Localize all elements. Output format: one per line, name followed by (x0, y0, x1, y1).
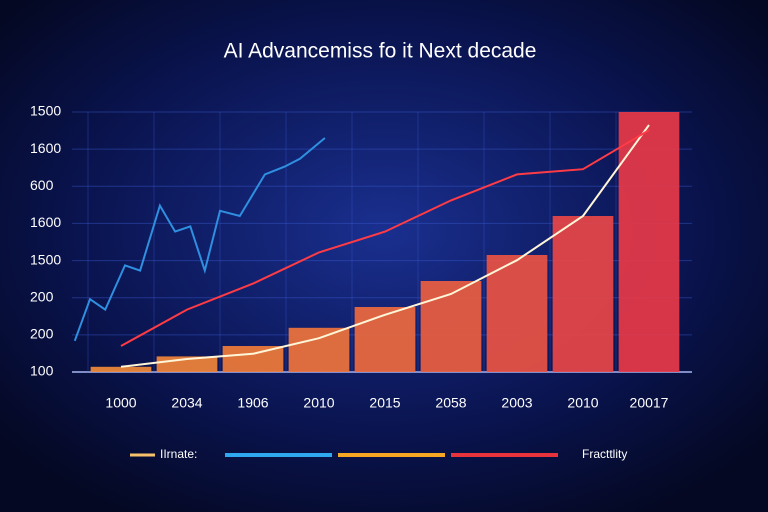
bar (618, 112, 680, 372)
x-tick-label: 1906 (237, 395, 268, 411)
x-tick-label: 2003 (501, 395, 532, 411)
y-tick-label: 1500 (30, 251, 61, 267)
y-tick-label: 600 (30, 177, 54, 193)
bar (552, 216, 614, 372)
bar (420, 281, 482, 372)
x-tick-label: 1000 (105, 395, 136, 411)
x-tick-label: 2034 (171, 395, 202, 411)
y-tick-label: 200 (30, 288, 54, 304)
bar (486, 255, 548, 372)
x-tick-label: 2058 (435, 395, 466, 411)
bar (354, 307, 416, 372)
y-tick-label: 1600 (30, 140, 61, 156)
x-tick-label: 20017 (630, 395, 669, 411)
bar (288, 327, 350, 372)
line-series (120, 129, 650, 347)
legend-label: IIrnate: (160, 447, 197, 461)
x-tick-label: 2015 (369, 395, 400, 411)
line-series (73, 137, 326, 342)
y-tick-label: 100 (30, 363, 54, 379)
y-tick-label: 1600 (30, 214, 61, 230)
legend-label: Fracttlity (582, 447, 627, 461)
line-series (120, 124, 650, 368)
x-tick-label: 2010 (567, 395, 598, 411)
x-tick-label: 2010 (303, 395, 334, 411)
bar (222, 346, 284, 372)
legend: IIrnate: Fracttlity (130, 447, 627, 461)
chart-title: AI Advancemiss fo it Next decade (224, 40, 537, 63)
y-tick-label: 200 (30, 326, 54, 342)
y-tick-label: 1500 (30, 103, 61, 119)
bar (90, 366, 152, 372)
